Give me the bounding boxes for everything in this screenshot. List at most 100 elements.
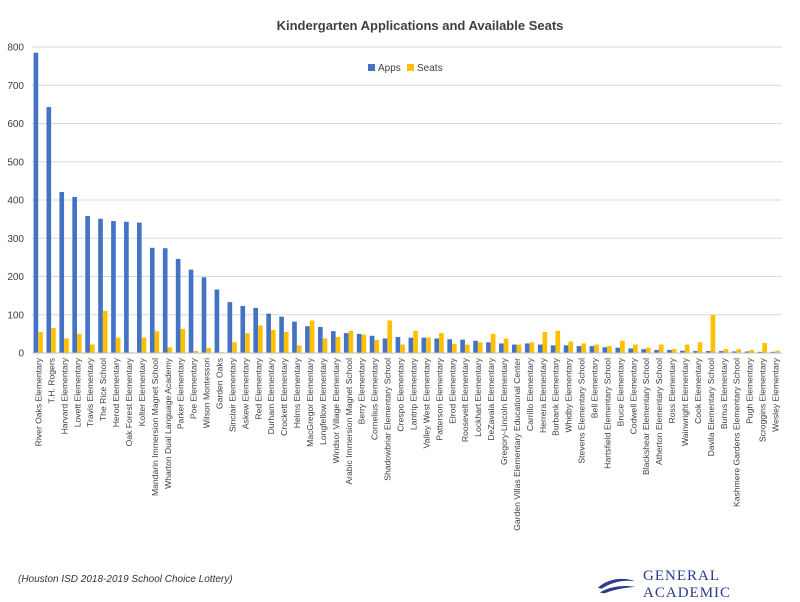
bar-seats [115, 337, 121, 353]
bar-apps [563, 345, 569, 353]
bar-apps [98, 218, 103, 353]
x-tick-label: Burbank Elementary [551, 357, 561, 436]
x-tick-label: Crockett Elementary [279, 357, 289, 436]
bar-seats [452, 343, 457, 353]
bar-apps [369, 335, 375, 353]
x-tick-label: Poe Elementary [189, 357, 199, 419]
x-tick-label: Whidby Elementary [564, 357, 574, 432]
x-tick-label: Lovett Elementary [72, 357, 82, 427]
x-tick-label: Elrod Elementary [447, 357, 457, 424]
x-tick-label: Pugh Elementary [745, 357, 755, 424]
x-axis: River Oaks Elementary T.H. Rogers Harvard … [33, 357, 780, 530]
bar-apps [654, 349, 659, 353]
bar-apps [124, 221, 129, 353]
bar-seats [361, 334, 367, 353]
x-tick-label: MacGregor Elementary [305, 357, 315, 447]
x-tick-label: Crespo Elementary [396, 357, 406, 431]
x-tick-label: Wilson Montessori [202, 358, 212, 428]
x-tick-label: Harvard Elementary [59, 357, 69, 434]
x-tick-label: Ross Elementary [667, 357, 677, 423]
y-tick-label: 400 [7, 196, 24, 207]
y-tick-label: 800 [7, 43, 24, 54]
x-tick-label: Scroggins Elementary [758, 357, 768, 442]
bar-seats [387, 320, 392, 353]
bar-apps [447, 339, 452, 353]
x-tick-label: Garden Oaks [215, 358, 225, 409]
brand: GENERAL ACADEMIC [596, 568, 800, 602]
bar-seats [464, 344, 470, 353]
x-tick-label: Askew Elementary [240, 357, 250, 429]
x-tick-label: Windsor Village Elementary [331, 357, 341, 463]
x-tick-label: Garden Villas Elementary Educational Cen… [512, 358, 522, 531]
bar-apps [705, 351, 711, 353]
x-tick-label: Shadowbriar Elementary School [383, 358, 393, 481]
bar-apps [770, 351, 776, 353]
y-tick-label: 200 [7, 272, 24, 283]
bar-seats [490, 333, 496, 353]
x-tick-label: Oak Forest Elementary [124, 357, 134, 446]
bar-apps [589, 346, 595, 353]
bar-seats [374, 339, 380, 353]
bar-seats [620, 340, 625, 353]
bar-seats [102, 310, 108, 353]
general-academic-swoosh-icon [597, 578, 636, 594]
bar-apps [188, 269, 194, 353]
bar-seats [762, 343, 767, 353]
bar-seats [206, 348, 211, 353]
bar-apps [292, 321, 297, 353]
bar-apps [473, 340, 478, 353]
bar-apps [537, 344, 543, 353]
bar-apps [111, 221, 116, 353]
series-seats [38, 310, 780, 353]
bar-apps [201, 277, 207, 353]
bar-seats [258, 325, 263, 353]
y-tick-label: 500 [7, 157, 24, 168]
x-tick-label: Patterson Elementary [434, 357, 444, 440]
bar-seats [542, 331, 548, 353]
x-tick-label: DeZavala Elementary [486, 357, 496, 440]
bar-apps [149, 247, 155, 353]
x-tick-label: Valley West Elementary [421, 357, 431, 448]
bar-apps [421, 337, 427, 353]
bar-apps [227, 302, 233, 353]
bar-apps [408, 337, 414, 353]
y-tick-label: 0 [18, 349, 24, 360]
bar-apps [59, 191, 65, 353]
bar-seats [439, 333, 444, 353]
bar-apps [214, 289, 220, 353]
bar-apps [667, 349, 672, 353]
bar-seats [51, 328, 56, 353]
x-tick-label: Carrillo Elementary [525, 357, 535, 431]
bar-apps [550, 345, 556, 353]
bar-seats [167, 347, 173, 353]
bar-apps [279, 316, 284, 353]
x-tick-label: Longfellow Elementary [318, 357, 328, 445]
bar-apps [718, 351, 724, 353]
x-tick-label: Bell Elementary [590, 357, 600, 418]
bar-apps [240, 305, 246, 353]
legend-swatch-seats [407, 64, 414, 71]
bar-seats [645, 347, 651, 353]
bar-apps [330, 331, 336, 353]
x-tick-label: Lockhart Elementary [473, 357, 483, 437]
bar-seats [296, 345, 302, 353]
x-tick-label: Cornelius Elementary [370, 357, 380, 440]
bar-seats [503, 338, 509, 353]
bar-seats [697, 342, 703, 353]
bar-seats [193, 351, 199, 353]
bar-apps [266, 313, 271, 353]
bar-seats [154, 331, 160, 353]
bar-apps [499, 343, 504, 353]
bar-seats [270, 330, 276, 353]
x-tick-label: Hartsfield Elementary School [602, 358, 612, 469]
bar-apps [731, 351, 737, 353]
bar-apps [343, 333, 349, 353]
bar-apps [46, 107, 52, 354]
x-tick-label: Sinclair Elementary [227, 357, 237, 432]
x-tick-label: Stevens Elementary School [577, 358, 587, 464]
bar-seats [141, 337, 147, 353]
bar-apps [356, 333, 362, 353]
bar-seats [671, 349, 677, 353]
x-tick-label: Berry Elementary [357, 357, 367, 424]
